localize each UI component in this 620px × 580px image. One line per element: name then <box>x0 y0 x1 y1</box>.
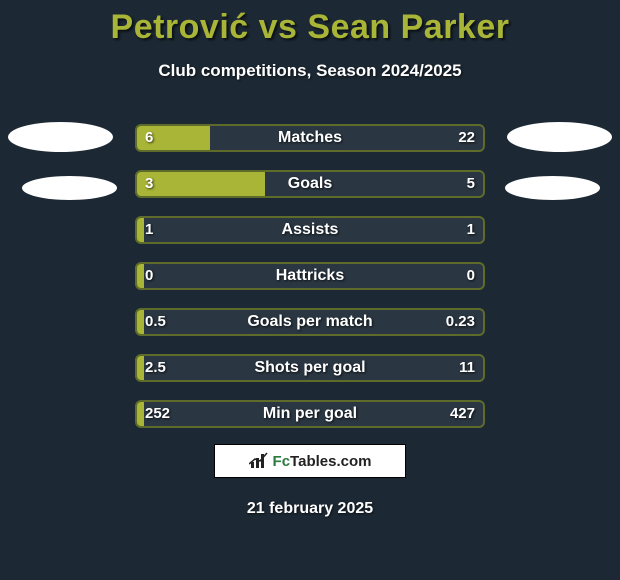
stat-value-right: 427 <box>450 402 475 426</box>
player-right-shape-2 <box>505 176 600 200</box>
stat-value-right: 0 <box>467 264 475 288</box>
logo-brand: Fc <box>273 453 291 470</box>
logo-rest: Tables.com <box>290 453 371 470</box>
stat-label: Goals <box>137 172 483 196</box>
page-subtitle: Club competitions, Season 2024/2025 <box>0 61 620 81</box>
player-left-shape-1 <box>8 122 113 152</box>
fctables-logo: FcTables.com <box>214 444 406 478</box>
stat-label: Min per goal <box>137 402 483 426</box>
chart-icon <box>249 452 269 470</box>
logo-text: FcTables.com <box>273 453 372 470</box>
stat-row: 3Goals5 <box>135 170 485 198</box>
stat-row: 2.5Shots per goal11 <box>135 354 485 382</box>
stat-row: 1Assists1 <box>135 216 485 244</box>
stats-bars: 6Matches22 3Goals5 1Assists1 0Hattricks0 0.5… <box>135 124 485 446</box>
stat-value-right: 5 <box>467 172 475 196</box>
stat-row: 252Min per goal427 <box>135 400 485 428</box>
stat-label: Shots per goal <box>137 356 483 380</box>
stat-label: Assists <box>137 218 483 242</box>
date-label: 21 february 2025 <box>0 500 620 518</box>
stat-value-right: 0.23 <box>446 310 475 334</box>
stat-row: 0.5Goals per match0.23 <box>135 308 485 336</box>
player-left-shape-2 <box>22 176 117 200</box>
stat-value-right: 1 <box>467 218 475 242</box>
stat-label: Hattricks <box>137 264 483 288</box>
page-title: Petrović vs Sean Parker <box>0 0 620 47</box>
stat-row: 6Matches22 <box>135 124 485 152</box>
player-right-shape-1 <box>507 122 612 152</box>
stat-value-right: 22 <box>458 126 475 150</box>
stat-row: 0Hattricks0 <box>135 262 485 290</box>
stat-value-right: 11 <box>459 356 475 380</box>
stat-label: Goals per match <box>137 310 483 334</box>
stat-label: Matches <box>137 126 483 150</box>
